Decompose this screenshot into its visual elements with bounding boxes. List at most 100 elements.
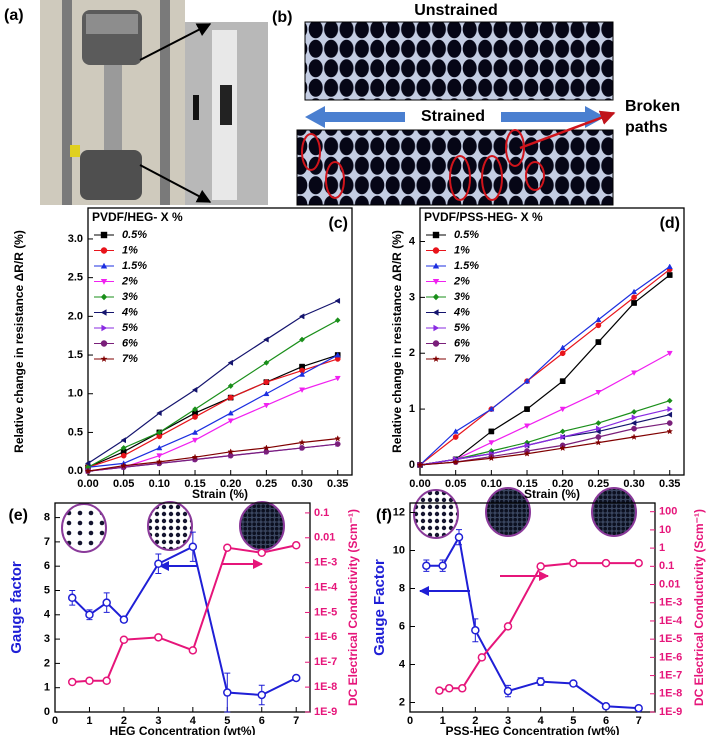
data-point: [227, 409, 234, 416]
plot-frame: [87, 207, 353, 476]
legend-label: 1%: [122, 244, 138, 256]
data-point: [630, 420, 637, 427]
data-point: [666, 427, 674, 435]
y2-tick-label: 1E-9: [314, 706, 337, 718]
data-point: [438, 561, 447, 570]
x-tick-label: 7: [636, 715, 642, 727]
legend-marker: [433, 324, 440, 332]
y-axis-label: Relative change in resistance ΔR/R (%): [12, 230, 26, 453]
y-tick-label: 10: [393, 544, 405, 556]
y-tick-label: 1: [409, 403, 415, 415]
data-point: [559, 378, 566, 385]
y-axis-label: Relative change in resistance ΔR/R (%): [390, 230, 404, 453]
legend-title: PVDF/PSS-HEG- X %: [424, 210, 543, 224]
y-axis-label: Gauge factor: [8, 561, 25, 654]
legend-label: 3%: [454, 291, 470, 303]
legend-label: 4%: [121, 306, 138, 318]
data-point: [188, 646, 198, 655]
data-point: [634, 703, 643, 713]
y2-tick-label: 1E-6: [659, 651, 682, 663]
legend-label: 4%: [453, 306, 470, 318]
data-point: [524, 442, 531, 449]
data-point: [263, 336, 269, 343]
data-point: [452, 428, 459, 434]
data-point: [102, 676, 111, 685]
data-point: [488, 405, 495, 412]
series-line: [87, 354, 338, 468]
y2-tick-label: 10: [659, 524, 671, 536]
legend-label: 7%: [122, 353, 138, 365]
data-point: [119, 615, 129, 624]
legend-marker: [100, 247, 108, 254]
y-tick-label: 8: [44, 511, 50, 523]
x-tick-label: 0.10: [149, 478, 170, 490]
panel-label: (c): [328, 215, 348, 232]
data-point: [488, 440, 495, 446]
series-line: [419, 268, 671, 466]
data-point: [422, 561, 431, 570]
x-axis-label: Strain (%): [524, 487, 580, 501]
legend-marker: [432, 231, 440, 239]
y2-tick-label: 1E-4: [314, 581, 338, 593]
y2-tick-label: 1E-3: [314, 557, 337, 569]
data-point: [84, 467, 92, 475]
legend-label: 1.5%: [122, 260, 147, 272]
x-tick-label: 0.00: [409, 478, 430, 490]
data-point: [227, 359, 234, 366]
data-point: [154, 559, 163, 568]
data-point: [559, 444, 567, 452]
series-line: [87, 319, 339, 468]
data-point: [631, 288, 638, 295]
data-point: [263, 403, 270, 409]
legend-marker: [100, 340, 108, 347]
data-point: [156, 444, 163, 451]
data-point: [435, 686, 444, 695]
y-tick-label: 0.0: [68, 465, 83, 477]
legend-label: 2%: [453, 275, 470, 287]
x-axis-label: HEG Concentration (wt%): [110, 724, 256, 735]
axis-arrows: [159, 559, 549, 596]
data-point: [156, 410, 162, 417]
x-tick-label: 0.25: [588, 478, 609, 490]
data-point: [444, 684, 454, 693]
x-tick-label: 0.30: [291, 478, 312, 490]
series-line: [87, 358, 338, 468]
middle-label: Strained: [421, 108, 485, 125]
data-point: [569, 558, 578, 568]
x-tick-label: 2: [472, 715, 478, 727]
data-point: [631, 414, 638, 421]
y2-tick-label: 0.01: [314, 532, 335, 544]
data-point: [298, 313, 305, 320]
legend-marker: [432, 247, 440, 254]
data-point: [85, 610, 94, 620]
data-point: [452, 458, 460, 466]
unstrained-lattice: [304, 21, 614, 101]
x-tick-label: 1: [86, 715, 92, 727]
y-tick-label: 3: [409, 291, 415, 303]
y-tick-label: 1.0: [68, 388, 83, 400]
data-point: [559, 344, 566, 350]
data-point: [471, 626, 480, 635]
x-tick-label: 0.15: [516, 478, 537, 490]
y-tick-label: 0.5: [68, 426, 83, 438]
x-tick-label: 0.20: [220, 478, 241, 490]
data-point: [666, 397, 673, 404]
y-tick-label: 1.5: [68, 349, 83, 361]
data-point: [192, 406, 198, 413]
data-point: [263, 390, 270, 397]
x-tick-label: 4: [538, 715, 545, 727]
data-point: [298, 438, 306, 446]
data-point: [291, 541, 301, 550]
data-point: [334, 317, 341, 324]
data-point: [334, 435, 342, 442]
data-point: [67, 593, 77, 603]
data-point: [559, 406, 566, 413]
y-tick-label: 4: [44, 609, 51, 621]
data-point: [595, 420, 602, 427]
legend-marker: [100, 293, 108, 301]
series-line: [419, 408, 670, 466]
legend-label: 0.5%: [122, 229, 147, 241]
x-tick-label: 0.30: [623, 478, 644, 490]
data-point: [631, 408, 638, 415]
x-axis-label: Strain (%): [192, 487, 248, 501]
